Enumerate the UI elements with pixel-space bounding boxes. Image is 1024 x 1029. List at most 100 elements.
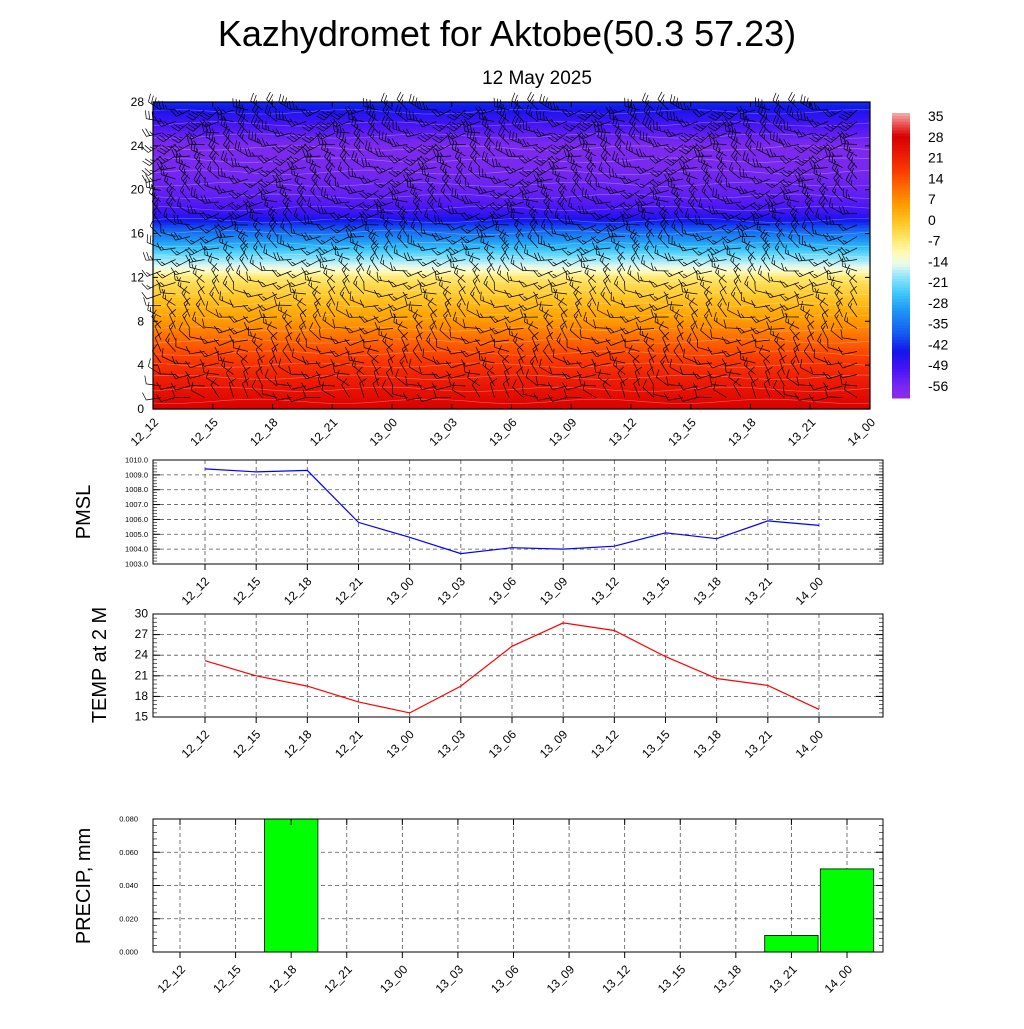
wind-barb [491,158,510,168]
wind-barb [141,291,162,300]
wind-barb [401,332,409,352]
x-tick-label: 13_18 [690,727,724,761]
wind-barb [452,381,466,398]
wind-barb [504,165,524,174]
pmsl-series-line [204,468,820,555]
wind-barb [154,332,162,352]
cross-section-band [153,358,870,363]
wind-barb [330,236,350,244]
wind-barb [171,132,191,144]
wind-barb [557,194,568,214]
wind-barb [156,144,176,155]
wind-barb [186,136,205,145]
cross-section-band [153,252,870,257]
wind-barb [296,194,307,214]
wind-barb [448,376,466,387]
wind-barb [489,315,510,323]
wind-barb [649,280,669,288]
wind-barb [205,128,220,145]
wind-barb [337,161,350,180]
wind-barb [301,232,321,241]
wind-barb [171,149,191,158]
wind-barb [385,366,394,387]
wind-barb [402,291,423,300]
wind-barb [783,120,800,134]
cross-section-band [153,135,870,139]
wind-barb [495,221,510,237]
wind-barb [278,93,292,111]
wind-barb [222,241,234,260]
wind-barb [547,259,568,267]
wind-barb [839,135,858,145]
wind-barb [270,332,278,352]
wind-barb [185,346,205,355]
wind-barb [763,355,771,375]
wind-barb [489,210,510,220]
wind-barb [774,240,785,260]
wind-barb [303,214,321,226]
wind-barb [170,371,191,380]
wind-barb [254,228,263,249]
wind-barb [751,333,771,343]
wind-barb [518,178,539,188]
wind-barb [785,313,800,329]
wind-barb [316,346,336,355]
y-tick-label: 1008.0 [125,485,148,494]
wind-barb [248,130,263,145]
wind-barb [681,224,698,237]
colorbar-swatch [892,165,910,169]
wind-barb [182,309,191,329]
wind-barb [688,297,698,318]
wind-barb [301,382,321,391]
wind-barb [726,245,742,260]
temp-grid [153,614,883,717]
wind-barb [824,388,843,398]
wind-barb [432,132,452,144]
wind-barb [799,359,814,375]
wind-barb [568,197,582,214]
wind-barb [547,394,568,402]
wind-barb [484,241,495,260]
wind-barb [642,92,655,111]
page-subtitle: 12 May 2025 [482,68,592,89]
wind-barb [565,271,582,283]
colorbar-label: -7 [928,233,941,249]
wind-barb [461,195,481,205]
wind-barb [359,190,379,199]
wind-barb [653,120,669,134]
wind-barb [185,131,205,140]
cross-section-band [153,152,870,156]
y-tick-label: 15 [135,710,149,724]
wind-barb [316,109,336,121]
wind-barb [527,229,539,249]
wind-barb [629,114,640,134]
wind-barb [813,349,829,364]
cross-section-band [153,160,870,164]
wind-barb [844,312,858,329]
colorbar-swatch [892,246,910,251]
wind-barb [344,338,365,346]
colorbar-swatch [892,304,910,309]
wind-barb [475,201,495,210]
wind-barb [145,178,162,191]
wind-barb [257,355,265,375]
wind-barb [373,366,382,387]
wind-barb [736,201,756,210]
wind-barb [338,137,350,157]
wind-barb [382,103,394,122]
wind-barb [678,279,698,287]
wind-barb [630,251,640,272]
wind-barb [578,376,597,387]
wind-barb [273,252,292,261]
wind-barb [708,205,727,215]
wind-barb [405,110,423,122]
wind-barb [356,263,365,283]
contour-line [152,314,871,320]
wind-barb [634,178,655,189]
wind-barb [301,108,321,117]
wind-barb [674,205,684,226]
wind-barb [678,160,698,170]
wind-barb [476,309,495,318]
wind-barb [664,155,684,166]
